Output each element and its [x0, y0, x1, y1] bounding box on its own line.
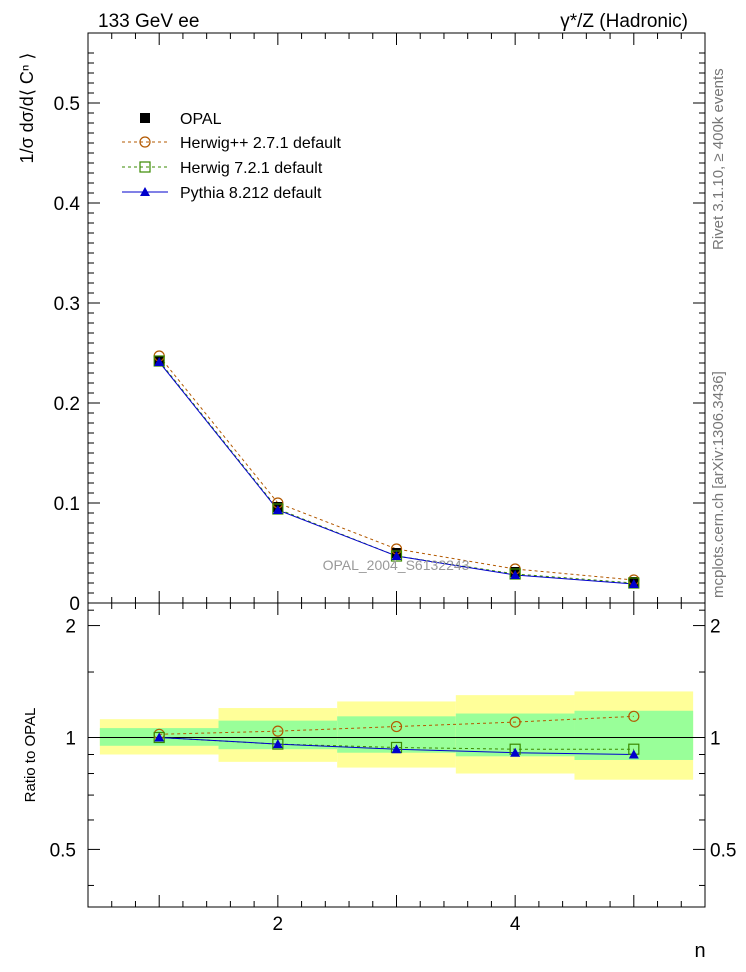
main-point-pythia-5	[628, 579, 639, 588]
main-line-herwig7	[158, 360, 634, 584]
legend-label-opal: OPAL	[180, 111, 222, 128]
legend-label-herwig7: Herwig 7.2.1 default	[180, 160, 323, 177]
main-line-herwigpp	[158, 355, 634, 581]
main-point-pythia-4	[510, 570, 521, 579]
ratio-point-pythia-2	[272, 739, 283, 749]
analysis-watermark: OPAL_2004_S6132243	[323, 557, 470, 573]
ratio-point-herwigpp-5	[628, 710, 640, 722]
main-ytick-label: 0.5	[54, 94, 80, 115]
legend-marker-herwig7	[139, 161, 151, 173]
main-point-pythia-3	[391, 551, 402, 560]
legend-label-herwigpp: Herwig++ 2.7.1 default	[180, 135, 342, 152]
ratio-point-pythia-1	[154, 732, 165, 742]
mcplots-label: mcplots.cern.ch [arXiv:1306.3436]	[710, 371, 727, 598]
legend-marker-herwigpp	[139, 136, 151, 148]
main-point-pythia-1	[154, 357, 165, 366]
ratio-point-herwigpp-4	[509, 716, 521, 728]
rivet-label: Rivet 3.1.10, ≥ 400k events	[710, 68, 727, 250]
main-y-axis-label: 1/σ dσ/d⟨ Cⁿ ⟩	[17, 53, 37, 164]
ratio-line-herwigpp	[159, 715, 634, 735]
legend: OPAL Herwig++ 2.7.1 default Herwig 7.2.1…	[122, 111, 342, 202]
ratio-ytick-label-right: 0.5	[710, 840, 736, 861]
main-ytick-label: 0.2	[54, 394, 80, 415]
ratio-y-axis-label: Ratio to OPAL	[22, 708, 39, 803]
main-point-pythia-2	[272, 505, 283, 514]
xtick-label: 4	[510, 914, 521, 935]
main-ytick-label: 0.3	[54, 294, 80, 315]
ratio-ytick-label: 2	[65, 617, 76, 638]
ratio-point-herwigpp-3	[390, 720, 403, 733]
energy-label: 133 GeV ee	[98, 11, 199, 32]
ratio-bands	[88, 691, 705, 780]
legend-marker-pythia	[140, 187, 150, 196]
ratio-point-pythia-3	[391, 744, 402, 754]
ratio-ytick-label: 0.5	[50, 840, 76, 861]
xtick-label: 2	[273, 914, 284, 935]
ratio-ytick-label-right: 1	[710, 728, 721, 749]
main-ytick-label: 0.4	[54, 194, 81, 215]
ratio-ytick-label: 1	[65, 728, 76, 749]
ratio-point-pythia-4	[510, 747, 521, 757]
process-label: γ*/Z (Hadronic)	[560, 11, 688, 32]
ratio-point-herwigpp-2	[272, 725, 284, 737]
main-ytick-label: 0	[69, 594, 80, 615]
axis-ticks: 0 0.1 0.2 0.3 0.4 0.5 0.5 0.5 1 1 2 2 2 4	[50, 33, 736, 935]
ratio-point-pythia-5	[628, 749, 639, 759]
series-markers	[153, 350, 640, 759]
x-axis-label: n	[694, 940, 705, 962]
legend-label-pythia: Pythia 8.212 default	[180, 185, 322, 202]
main-ytick-label: 0.1	[54, 494, 80, 515]
ratio-ytick-label-right: 2	[710, 617, 721, 638]
legend-marker-opal	[140, 113, 150, 123]
